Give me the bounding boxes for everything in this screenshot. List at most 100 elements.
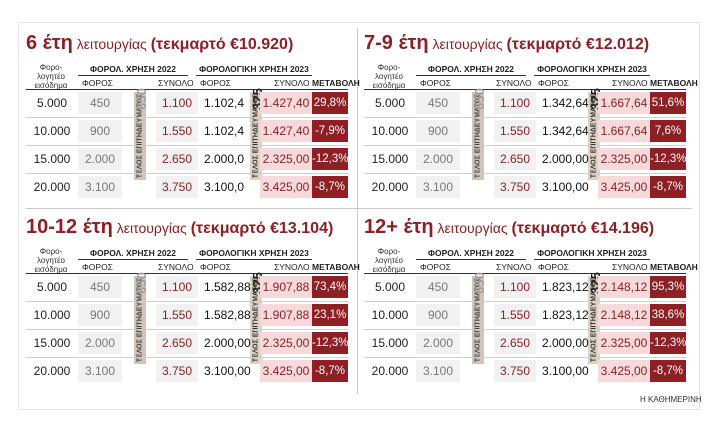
income-header-line: εισόδημα xyxy=(34,265,68,274)
income-cell: 10.000 xyxy=(33,308,71,322)
income-header-line: εισόδημα xyxy=(372,265,406,274)
header-rule xyxy=(534,259,650,260)
panel-title: 10-12 έτη λειτουργίας (τεκμαρτό €13.104) xyxy=(26,214,333,240)
tax-2023-cell: 2.000,00 xyxy=(204,336,251,350)
tax-2022-cell: 450 xyxy=(416,276,460,298)
row-separator xyxy=(364,301,686,302)
tax-2022-cell: 450 xyxy=(416,92,460,114)
tax-2023-header: ΦΟΡΟΣ xyxy=(538,262,569,272)
fee-2022-value: 650 xyxy=(471,272,487,294)
income-header-line: λογητέο xyxy=(37,72,65,81)
income-header-line: Φορο- xyxy=(377,247,401,256)
panel-title-presumptive: (τεκμαρτό €10.920) xyxy=(150,36,294,53)
total-2022-cell: 2.650 xyxy=(156,332,198,354)
row-separator xyxy=(26,145,348,146)
fee-2023-bar: ΤΕΛΟΣ ΕΠΙΤΗΔΕΥΜΑΤΟΣ xyxy=(588,276,600,364)
total-2023-cell: 3.425,00 xyxy=(598,176,650,198)
table-panel: 6 έτη λειτουργίας (τεκμαρτό €10.920) Φορ… xyxy=(26,30,360,208)
income-header: Φορο- λογητέο εισόδημα xyxy=(364,64,414,90)
change-header: ΜΕΤΑΒΟΛΗ xyxy=(650,78,698,88)
header-rule xyxy=(416,259,526,260)
change-cell: 38,6% xyxy=(650,304,686,326)
total-2022-header: ΣΥΝΟΛΟ xyxy=(158,262,194,272)
total-2023-cell: 1.907,88 xyxy=(260,276,312,298)
row-separator xyxy=(364,145,686,146)
total-2023-cell: 3.425,00 xyxy=(260,176,312,198)
horizontal-divider xyxy=(26,208,692,209)
row-separator xyxy=(26,117,348,118)
year-2023-header: ΦΟΡΟΛΟΓΙΚΗ ΧΡΗΣΗ 2023 xyxy=(537,64,647,74)
fee-2022-value: 650 xyxy=(471,88,487,110)
tax-2022-header: ΦΟΡΟΣ xyxy=(420,78,451,88)
total-2023-cell: 2.148,12 xyxy=(598,276,650,298)
table-panel: 10-12 έτη λειτουργίας (τεκμαρτό €13.104)… xyxy=(26,214,360,392)
change-cell: -12,3% xyxy=(312,332,348,354)
header-bottom-rule xyxy=(26,89,348,90)
tax-2022-cell: 450 xyxy=(78,92,122,114)
total-2022-header: ΣΥΝΟΛΟ xyxy=(158,78,194,88)
income-cell: 20.000 xyxy=(33,180,71,194)
infographic-frame xyxy=(18,22,700,410)
total-2023-cell: 2.325,00 xyxy=(598,332,650,354)
change-cell: -7,9% xyxy=(312,120,348,142)
total-2023-cell: 2.325,00 xyxy=(260,332,312,354)
header-rule xyxy=(78,259,188,260)
income-cell: 15.000 xyxy=(33,336,71,350)
income-header: Φορο- λογητέο εισόδημα xyxy=(364,248,414,274)
fee-2022-amount: 650 xyxy=(469,272,487,300)
header-rule xyxy=(534,75,650,76)
year-2023-header: ΦΟΡΟΛΟΓΙΚΗ ΧΡΗΣΗ 2023 xyxy=(199,248,309,258)
tax-2023-cell: 3.100,00 xyxy=(542,180,589,194)
tax-2023-header: ΦΟΡΟΣ xyxy=(200,78,231,88)
header-bottom-rule xyxy=(364,89,686,90)
tax-2022-cell: 450 xyxy=(78,276,122,298)
income-header-line: Φορο- xyxy=(39,63,63,72)
fee-2022-value: 650 xyxy=(133,88,149,110)
change-cell: 51,6% xyxy=(650,92,686,114)
source-credit: Η ΚΑΘΗΜΕΡΙΝΗ xyxy=(640,395,702,404)
tax-2023-cell: 2.000,00 xyxy=(542,152,589,166)
row-separator xyxy=(26,173,348,174)
income-cell: 20.000 xyxy=(33,364,71,378)
row-separator xyxy=(364,357,686,358)
panel-title-years: 6 έτη xyxy=(26,32,73,54)
total-2023-header: ΣΥΝΟΛΟ xyxy=(612,262,648,272)
change-header: ΜΕΤΑΒΟΛΗ xyxy=(312,78,360,88)
total-2022-cell: 3.750 xyxy=(156,360,198,382)
income-header: Φορο- λογητέο εισόδημα xyxy=(26,64,76,90)
fee-2022-bar: ΤΕΛΟΣ ΕΠΙΤΗΔΕΥΜΑΤΟΣ xyxy=(134,92,146,180)
change-cell: -12,3% xyxy=(312,148,348,170)
table-panel: 7-9 έτη λειτουργίας (τεκμαρτό €12.012) Φ… xyxy=(364,30,698,208)
tax-2023-cell: 2.000,00 xyxy=(542,336,589,350)
tax-2022-cell: 900 xyxy=(78,304,122,326)
header-rule xyxy=(416,75,526,76)
income-header-line: λογητέο xyxy=(37,256,65,265)
row-separator xyxy=(26,329,348,330)
tax-2022-cell: 2.000 xyxy=(416,332,460,354)
total-2022-cell: 1.100 xyxy=(494,276,536,298)
panel-title-presumptive: (τεκμαρτό €13.104) xyxy=(190,220,334,237)
tax-2023-cell: 3.100,00 xyxy=(204,364,251,378)
total-2023-header: ΣΥΝΟΛΟ xyxy=(274,78,310,88)
income-cell: 10.000 xyxy=(371,308,409,322)
income-cell: 5.000 xyxy=(36,280,68,294)
tax-2022-cell: 2.000 xyxy=(416,148,460,170)
year-2022-header: ΦΟΡΟΛ. ΧΡΗΣΗ 2022 xyxy=(427,248,515,258)
fee-2022-amount: 650 xyxy=(131,88,149,116)
income-cell: 15.000 xyxy=(371,336,409,350)
fee-2022-amount: 650 xyxy=(131,272,149,300)
total-2022-header: ΣΥΝΟΛΟ xyxy=(496,262,532,272)
income-header-line: εισόδημα xyxy=(372,81,406,90)
year-2023-header: ΦΟΡΟΛΟΓΙΚΗ ΧΡΗΣΗ 2023 xyxy=(199,64,309,74)
tax-2023-cell: 1.823,12 xyxy=(542,280,589,294)
header-rule xyxy=(196,259,312,260)
change-cell: -8,7% xyxy=(312,360,348,382)
tax-2023-cell: 1.342,64 xyxy=(542,124,589,138)
header-rule xyxy=(78,75,188,76)
total-2023-cell: 1.667,64 xyxy=(598,92,650,114)
fee-2022-bar: ΤΕΛΟΣ ΕΠΙΤΗΔΕΥΜΑΤΟΣ xyxy=(134,276,146,364)
tax-2022-cell: 900 xyxy=(78,120,122,142)
total-2022-cell: 3.750 xyxy=(494,360,536,382)
tax-2022-header: ΦΟΡΟΣ xyxy=(82,262,113,272)
fee-2022-amount: 650 xyxy=(469,88,487,116)
